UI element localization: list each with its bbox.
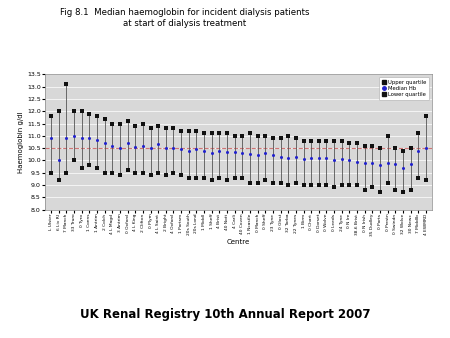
Text: at start of dialysis treatment: at start of dialysis treatment: [123, 19, 246, 28]
X-axis label: Centre: Centre: [227, 239, 250, 245]
Legend: Upper quartile, Median Hb, Lower quartile: Upper quartile, Median Hb, Lower quartil…: [379, 77, 429, 100]
Text: Fig 8.1  Median haemoglobin for incident dialysis patients: Fig 8.1 Median haemoglobin for incident …: [60, 8, 309, 18]
Y-axis label: Haemoglobin g/dl: Haemoglobin g/dl: [18, 111, 24, 173]
Text: UK Renal Registry 10th Annual Report 2007: UK Renal Registry 10th Annual Report 200…: [80, 308, 370, 321]
Text: N = 4,643: N = 4,643: [388, 78, 420, 83]
